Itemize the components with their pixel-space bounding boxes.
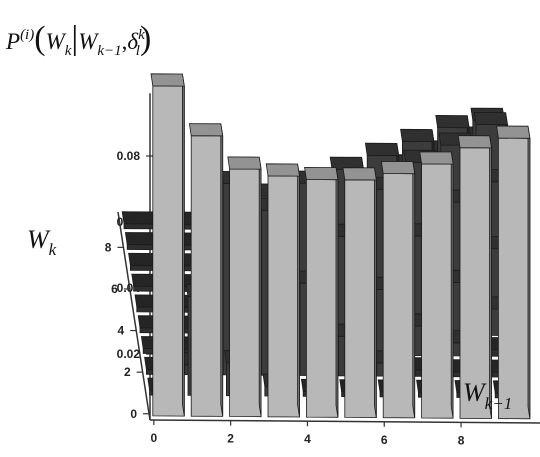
x-tick-label: 6 [381,433,388,447]
bar-side-face [335,167,339,418]
x-tick-label: 4 [304,432,311,446]
bar-top-face [473,111,508,126]
y-tick-label: 2 [124,365,131,379]
bar [304,166,339,418]
bar-top-face [342,167,377,181]
bar-front-face [497,137,531,420]
x-tick-label: 2 [227,432,234,446]
bar-top-face [400,128,435,143]
bar-front-face [344,179,377,419]
x-axis-label: Wk−1 [463,378,512,413]
bar-top-face [265,163,300,177]
bar-front-face [305,179,339,418]
z-tick-label: 0.02 [117,347,141,361]
y-tick-label: 6 [111,282,118,296]
y-axis-ticks: 0 2 4 6 8 [105,240,150,421]
bar-top-face [304,166,339,181]
bar-front-face [152,85,185,417]
chart-title: P(i)(Wk|Wk−1,δk l) [5,20,151,59]
y-axis-label: Wk [27,225,57,259]
bar-top-face [435,114,470,129]
bar-side-face [258,157,262,417]
x-tick-label: 8 [458,433,465,447]
bar-top-face [121,211,156,225]
bar-top-face [496,125,531,139]
bar-top-face [227,156,262,170]
bar-side-face [373,167,377,418]
bar-front-face [229,168,262,418]
bar-front-face [123,223,156,230]
bar-side-face [527,126,531,419]
bar-side-face [450,151,454,419]
x-axis-ticks: 0 2 4 6 8 [150,420,465,447]
bars-group [121,73,531,420]
bar [496,125,531,420]
bar [380,160,416,419]
y-axis-line [117,211,151,421]
bar-side-face [489,135,492,419]
x-tick-label: 0 [150,431,157,445]
z-tick-label: 0.08 [117,149,141,163]
bar-top-face [419,151,454,165]
bar [342,167,377,419]
bar [150,73,185,417]
bar-top-face [457,135,492,149]
bar-top-face [150,73,185,87]
bar [121,211,156,230]
bar-side-face [220,123,224,417]
x-axis-line [149,419,540,424]
bar-side-face [412,161,416,418]
bar-top-face [188,123,224,137]
bar [188,123,224,417]
y-tick-label: 4 [118,324,125,338]
bar [457,135,492,419]
bar-side-face [297,163,300,418]
bar [227,156,262,418]
bar-top-face [380,160,416,175]
bar [265,163,300,418]
bar-front-face [267,175,300,418]
bar-top-face [364,142,400,156]
bar-front-face [421,163,454,419]
bar-front-face [382,173,416,419]
bar-front-face [190,135,224,417]
y-tick-label: 8 [105,240,112,254]
bar [419,151,454,419]
y-tick-label: 0 [130,407,137,421]
bar-side-face [181,73,185,417]
